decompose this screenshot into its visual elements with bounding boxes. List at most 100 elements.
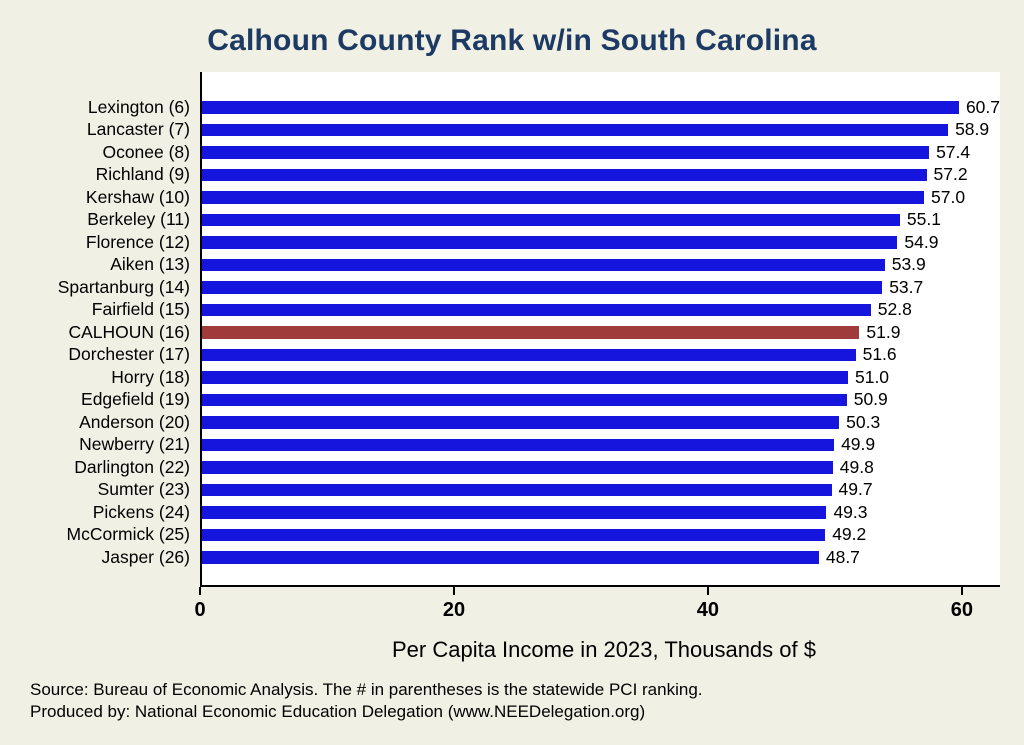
- bar: [202, 416, 840, 429]
- bar-value-label: 49.3: [833, 501, 868, 522]
- category-label: Richland (9): [95, 164, 190, 185]
- bar-value-label: 53.7: [889, 276, 924, 297]
- bar-value-label: 49.8: [839, 456, 874, 477]
- category-label: Berkeley (11): [87, 209, 190, 230]
- bar: [202, 191, 924, 204]
- bar-row: Richland (9) 57.2: [8, 163, 1000, 186]
- bar: [202, 236, 898, 249]
- category-label: McCormick (25): [66, 524, 190, 545]
- bar-row: Fairfield (15) 52.8: [8, 298, 1000, 321]
- bar-row: Edgefield (19) 50.9: [8, 388, 1000, 411]
- axis-label-gap: [8, 585, 200, 633]
- category-label: Fairfield (15): [91, 299, 190, 320]
- bar-row: Sumter (23) 49.7: [8, 478, 1000, 501]
- source-note: Source: Bureau of Economic Analysis. The…: [30, 679, 1024, 724]
- x-axis-tick: [960, 586, 963, 595]
- bar-row: Dorchester (17) 51.6: [8, 343, 1000, 366]
- category-label: Pickens (24): [92, 501, 190, 522]
- bar-track: 48.7: [200, 546, 1000, 569]
- x-axis-tick: [199, 586, 201, 595]
- bar: [202, 528, 826, 541]
- bar-track: 49.3: [200, 501, 1000, 524]
- bar-track: 49.8: [200, 456, 1000, 479]
- bar-track: 50.9: [200, 388, 1000, 411]
- x-axis-tick-label: 60: [950, 598, 974, 621]
- category-label: Jasper (26): [101, 546, 190, 567]
- bar-track: 49.9: [200, 433, 1000, 456]
- bar: [202, 393, 847, 406]
- bar-row: McCormick (25) 49.2: [8, 523, 1000, 546]
- bar-row: Darlington (22) 49.8: [8, 456, 1000, 479]
- bar-value-label: 51.6: [862, 344, 897, 365]
- bar: [202, 461, 833, 474]
- plot-background: [200, 72, 1000, 96]
- bar-value-label: 57.0: [931, 186, 966, 207]
- category-label: Lexington (6): [87, 96, 190, 117]
- x-axis-tick: [706, 586, 709, 595]
- bar-row: Kershaw (10) 57.0: [8, 186, 1000, 209]
- x-axis-tick: [452, 586, 455, 595]
- category-label: Sumter (23): [97, 479, 190, 500]
- bar-value-label: 60.7: [965, 96, 1000, 117]
- bar-row: CALHOUN (16) 51.9: [8, 321, 1000, 344]
- spacer-label-gap: [8, 569, 200, 585]
- bar: [202, 281, 883, 294]
- category-label: Florence (12): [85, 231, 190, 252]
- bar-track: 52.8: [200, 298, 1000, 321]
- bar: [202, 213, 900, 226]
- bar-value-label: 57.2: [933, 164, 968, 185]
- bar-value-label: 49.2: [832, 524, 867, 545]
- bar-value-label: 51.0: [854, 366, 890, 387]
- x-axis-tick-label: 40: [696, 598, 720, 621]
- bar-track: 49.2: [200, 523, 1000, 546]
- bar-value-label: 50.3: [846, 411, 881, 432]
- bar-row: Lancaster (7) 58.9: [8, 118, 1000, 141]
- bar-row: Pickens (24) 49.3: [8, 501, 1000, 524]
- bar-value-label: 58.9: [955, 119, 990, 140]
- bar: [202, 168, 927, 181]
- chart-title: Calhoun County Rank w/in South Carolina: [207, 24, 817, 57]
- category-label: Newberry (21): [79, 434, 190, 455]
- bar-track: 57.0: [200, 186, 1000, 209]
- x-axis-tick-label: 0: [194, 598, 206, 621]
- bar-track: 57.2: [200, 163, 1000, 186]
- bar: [202, 123, 949, 136]
- bar-chart: Lexington (6) 60.7 Lancaster (7) 58.9 Oconee…: [8, 72, 1000, 633]
- x-axis-tick-label: 20: [442, 598, 466, 621]
- category-label: Lancaster (7): [86, 119, 190, 140]
- plot-background: [200, 568, 1000, 585]
- bar-value-label: 48.7: [825, 546, 860, 567]
- bar-track: 57.4: [200, 141, 1000, 164]
- category-label: Horry (18): [111, 366, 190, 387]
- x-axis-line: 0 20 40 60: [194, 584, 1000, 633]
- bar-value-label: 49.9: [841, 434, 876, 455]
- plot-spacer: [8, 72, 1000, 96]
- bar-row: Spartanburg (14) 53.7: [8, 276, 1000, 299]
- spacer-label-gap: [8, 72, 200, 96]
- bar-value-label: 57.4: [936, 141, 971, 162]
- bar-row: Aiken (13) 53.9: [8, 253, 1000, 276]
- bar-row: Lexington (6) 60.7: [8, 96, 1000, 119]
- category-label: Darlington (22): [74, 456, 190, 477]
- source-line: Source: Bureau of Economic Analysis. The…: [30, 679, 703, 699]
- plot-spacer: [8, 568, 1000, 585]
- x-axis: 0 20 40 60: [8, 584, 1000, 633]
- bar-value-label: 54.9: [904, 231, 939, 252]
- category-label: Dorchester (17): [68, 344, 190, 365]
- category-label: Aiken (13): [110, 254, 190, 275]
- bar: [202, 371, 848, 384]
- bar-row: Anderson (20) 50.3: [8, 411, 1000, 434]
- bar-value-label: 49.7: [838, 479, 873, 500]
- bar-value-label: 55.1: [906, 209, 941, 230]
- bar-row: Horry (18) 51.0: [8, 366, 1000, 389]
- category-label: CALHOUN (16): [68, 321, 190, 342]
- bar-row: Jasper (26) 48.7: [8, 546, 1000, 569]
- bar-track: 53.7: [200, 276, 1000, 299]
- category-label: Edgefield (19): [81, 389, 190, 410]
- bar-track: 54.9: [200, 231, 1000, 254]
- category-label: Kershaw (10): [85, 186, 190, 207]
- bar: [202, 483, 832, 496]
- bar-value-label: 51.9: [866, 321, 901, 342]
- bar-value-label: 53.9: [891, 254, 926, 275]
